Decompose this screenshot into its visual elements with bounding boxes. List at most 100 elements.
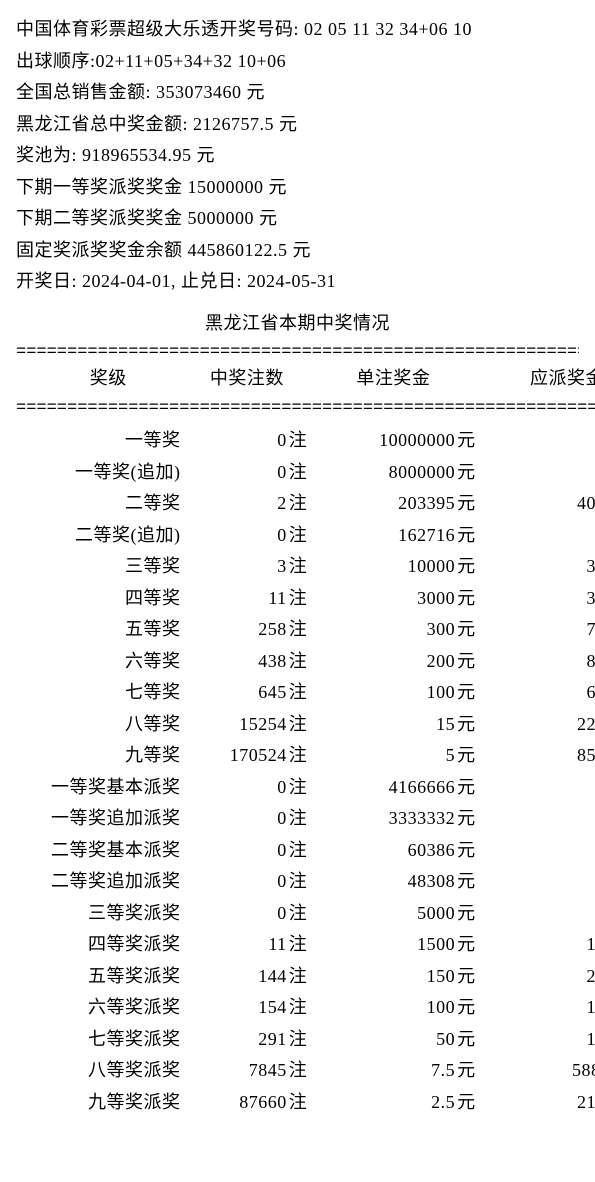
table-row: 七等奖派奖291注50元14550元 xyxy=(16,1024,595,1056)
cell-win-count: 0注 xyxy=(187,520,312,552)
cell-prize-level: 二等奖(追加) xyxy=(16,520,187,552)
table-row: 三等奖派奖0注5000元0元 xyxy=(16,898,595,930)
cell-total-prize: 0元 xyxy=(480,803,595,835)
cell-prize-level: 六等奖 xyxy=(16,646,187,678)
cell-prize-level: 七等奖派奖 xyxy=(16,1024,187,1056)
cell-win-count: 0注 xyxy=(187,835,312,867)
cell-total-prize: 30000元 xyxy=(480,551,595,583)
cell-prize-level: 八等奖派奖 xyxy=(16,1055,187,1087)
table-row: 一等奖0注10000000元0元 xyxy=(16,425,595,457)
table-row: 六等奖438注200元87600元 xyxy=(16,646,595,678)
cell-prize-level: 一等奖(追加) xyxy=(16,457,187,489)
cell-win-count: 438注 xyxy=(187,646,312,678)
table-row: 八等奖派奖7845注7.5元58837.5元 xyxy=(16,1055,595,1087)
cell-unit-prize: 5元 xyxy=(311,740,479,772)
cell-win-count: 154注 xyxy=(187,992,312,1024)
table-row: 四等奖派奖11注1500元16500元 xyxy=(16,929,595,961)
cell-unit-prize: 203395元 xyxy=(311,488,479,520)
national-sales: 全国总销售金额: 353073460 元 xyxy=(16,77,579,109)
table-row: 三等奖3注10000元30000元 xyxy=(16,551,595,583)
table-row: 九等奖170524注5元852620元 xyxy=(16,740,595,772)
ball-order: 出球顺序:02+11+05+34+32 10+06 xyxy=(16,46,579,78)
cell-unit-prize: 8000000元 xyxy=(311,457,479,489)
cell-total-prize: 0元 xyxy=(480,898,595,930)
cell-total-prize: 15400元 xyxy=(480,992,595,1024)
table-row: 一等奖追加派奖0注3333332元0元 xyxy=(16,803,595,835)
table-row: 二等奖2注203395元406790元 xyxy=(16,488,595,520)
cell-prize-level: 四等奖 xyxy=(16,583,187,615)
cell-total-prize: 58837.5元 xyxy=(480,1055,595,1087)
winning-numbers: 中国体育彩票超级大乐透开奖号码: 02 05 11 32 34+06 10 xyxy=(16,14,579,46)
cell-win-count: 0注 xyxy=(187,866,312,898)
table-header-row: 奖级 中奖注数 单注奖金 应派奖金 xyxy=(16,363,595,399)
cell-win-count: 15254注 xyxy=(187,709,312,741)
cell-win-count: 0注 xyxy=(187,425,312,457)
col-total-prize: 应派奖金 xyxy=(480,363,595,399)
cell-win-count: 87660注 xyxy=(187,1087,312,1119)
cell-unit-prize: 48308元 xyxy=(311,866,479,898)
cell-unit-prize: 2.5元 xyxy=(311,1087,479,1119)
cell-total-prize: 16500元 xyxy=(480,929,595,961)
cell-unit-prize: 300元 xyxy=(311,614,479,646)
cell-total-prize: 0元 xyxy=(480,520,595,552)
cell-total-prize: 219150元 xyxy=(480,1087,595,1119)
cell-unit-prize: 4166666元 xyxy=(311,772,479,804)
province-winnings: 黑龙江省总中奖金额: 2126757.5 元 xyxy=(16,109,579,141)
cell-win-count: 0注 xyxy=(187,457,312,489)
cell-total-prize: 64500元 xyxy=(480,677,595,709)
cell-prize-level: 二等奖追加派奖 xyxy=(16,866,187,898)
cell-win-count: 3注 xyxy=(187,551,312,583)
prize-pool: 奖池为: 918965534.95 元 xyxy=(16,140,579,172)
cell-total-prize: 14550元 xyxy=(480,1024,595,1056)
table-row: 九等奖派奖87660注2.5元219150元 xyxy=(16,1087,595,1119)
cell-unit-prize: 150元 xyxy=(311,961,479,993)
cell-win-count: 0注 xyxy=(187,772,312,804)
table-row: 二等奖基本派奖0注60386元0元 xyxy=(16,835,595,867)
fixed-bonus-balance: 固定奖派奖奖金余额 445860122.5 元 xyxy=(16,235,579,267)
cell-total-prize: 33000元 xyxy=(480,583,595,615)
prize-table: 奖级 中奖注数 单注奖金 应派奖金 ======================… xyxy=(16,363,595,1118)
cell-unit-prize: 3000元 xyxy=(311,583,479,615)
cell-win-count: 291注 xyxy=(187,1024,312,1056)
cell-prize-level: 四等奖派奖 xyxy=(16,929,187,961)
cell-win-count: 11注 xyxy=(187,929,312,961)
col-prize-level: 奖级 xyxy=(16,363,187,399)
cell-unit-prize: 10000000元 xyxy=(311,425,479,457)
table-row: 一等奖(追加)0注8000000元0元 xyxy=(16,457,595,489)
cell-total-prize: 852620元 xyxy=(480,740,595,772)
divider-top: ========================================… xyxy=(16,343,579,363)
cell-total-prize: 0元 xyxy=(480,457,595,489)
cell-unit-prize: 7.5元 xyxy=(311,1055,479,1087)
divider-mid: ========================================… xyxy=(16,399,595,425)
header-block: 中国体育彩票超级大乐透开奖号码: 02 05 11 32 34+06 10 出球… xyxy=(16,14,579,298)
cell-unit-prize: 5000元 xyxy=(311,898,479,930)
cell-prize-level: 二等奖 xyxy=(16,488,187,520)
cell-total-prize: 77400元 xyxy=(480,614,595,646)
next-second-bonus: 下期二等奖派奖奖金 5000000 元 xyxy=(16,203,579,235)
cell-win-count: 144注 xyxy=(187,961,312,993)
table-row: 六等奖派奖154注100元15400元 xyxy=(16,992,595,1024)
cell-win-count: 645注 xyxy=(187,677,312,709)
section-title: 黑龙江省本期中奖情况 xyxy=(16,308,579,340)
col-win-count: 中奖注数 xyxy=(187,363,312,399)
cell-win-count: 7845注 xyxy=(187,1055,312,1087)
cell-prize-level: 六等奖派奖 xyxy=(16,992,187,1024)
table-row: 八等奖15254注15元228810元 xyxy=(16,709,595,741)
cell-total-prize: 0元 xyxy=(480,866,595,898)
cell-unit-prize: 10000元 xyxy=(311,551,479,583)
col-unit-prize: 单注奖金 xyxy=(311,363,479,399)
cell-total-prize: 0元 xyxy=(480,835,595,867)
cell-unit-prize: 50元 xyxy=(311,1024,479,1056)
table-row: 二等奖追加派奖0注48308元0元 xyxy=(16,866,595,898)
cell-total-prize: 0元 xyxy=(480,772,595,804)
cell-win-count: 0注 xyxy=(187,803,312,835)
cell-total-prize: 406790元 xyxy=(480,488,595,520)
cell-win-count: 258注 xyxy=(187,614,312,646)
cell-total-prize: 228810元 xyxy=(480,709,595,741)
table-row: 五等奖258注300元77400元 xyxy=(16,614,595,646)
cell-prize-level: 一等奖 xyxy=(16,425,187,457)
cell-unit-prize: 15元 xyxy=(311,709,479,741)
cell-prize-level: 一等奖基本派奖 xyxy=(16,772,187,804)
cell-prize-level: 八等奖 xyxy=(16,709,187,741)
cell-unit-prize: 60386元 xyxy=(311,835,479,867)
